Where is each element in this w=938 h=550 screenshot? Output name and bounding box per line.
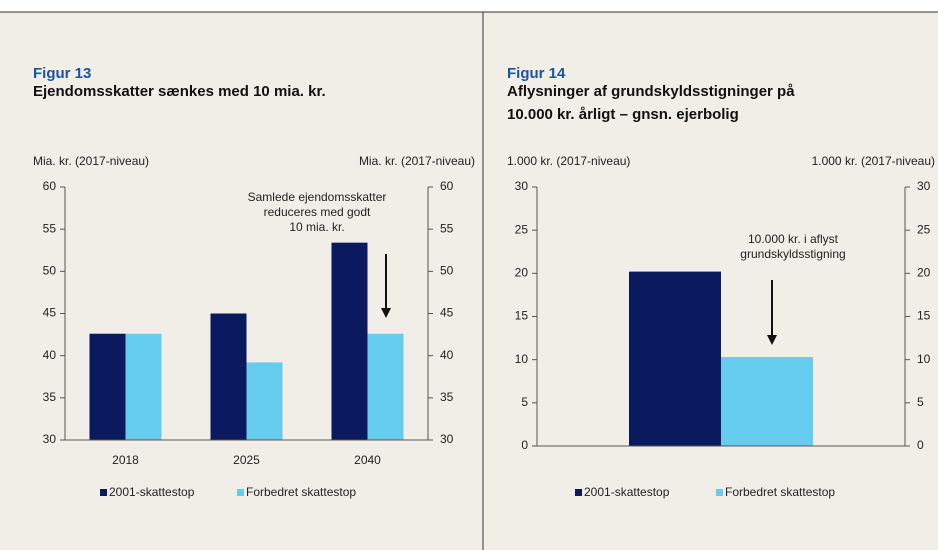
chart-title: 10.000 kr. årligt – gnsn. ejerbolig xyxy=(507,106,739,123)
bar xyxy=(721,357,813,446)
y-tick-label: 0 xyxy=(521,438,528,452)
y2-tick-label: 45 xyxy=(440,306,454,320)
chart-title: Aflysninger af grundskyldsstigninger på xyxy=(507,83,795,100)
bar xyxy=(629,271,721,446)
legend-label: Forbedret skattestop xyxy=(246,485,356,499)
y2-tick-label: 5 xyxy=(917,395,924,409)
legend-label: Forbedret skattestop xyxy=(725,485,835,499)
y2-axis-label: Mia. kr. (2017-niveau) xyxy=(359,154,475,168)
y2-tick-label: 25 xyxy=(917,222,931,236)
x-tick-label: 2018 xyxy=(112,453,139,467)
legend-swatch xyxy=(237,489,244,496)
bar xyxy=(331,242,368,440)
bar xyxy=(367,333,404,440)
y-tick-label: 30 xyxy=(515,179,529,193)
y-tick-label: 25 xyxy=(515,222,529,236)
chart-title: Ejendomsskatter sænkes med 10 mia. kr. xyxy=(33,83,326,100)
figure-label: Figur 13 xyxy=(33,65,91,82)
y2-tick-label: 30 xyxy=(440,432,454,446)
y2-tick-label: 50 xyxy=(440,264,454,278)
y2-tick-label: 35 xyxy=(440,390,454,404)
y-axis-label: 1.000 kr. (2017-niveau) xyxy=(507,154,630,168)
y2-tick-label: 30 xyxy=(917,179,931,193)
legend-label: 2001-skattestop xyxy=(584,485,670,499)
y-tick-label: 40 xyxy=(43,348,57,362)
y2-axis-label: 1.000 kr. (2017-niveau) xyxy=(812,154,935,168)
bar xyxy=(89,333,126,440)
y-tick-label: 50 xyxy=(43,264,57,278)
y-tick-label: 30 xyxy=(43,432,57,446)
y-tick-label: 55 xyxy=(43,221,57,235)
y2-tick-label: 0 xyxy=(917,438,924,452)
y-axis-label: Mia. kr. (2017-niveau) xyxy=(33,154,149,168)
y-tick-label: 20 xyxy=(515,266,529,280)
legend-swatch xyxy=(716,489,723,496)
bar xyxy=(210,313,247,440)
bar xyxy=(125,333,162,440)
arrow-head xyxy=(381,308,391,318)
y-tick-label: 10 xyxy=(515,352,529,366)
y2-tick-label: 40 xyxy=(440,348,454,362)
y2-tick-label: 20 xyxy=(917,266,931,280)
y2-tick-label: 55 xyxy=(440,221,454,235)
y2-tick-label: 15 xyxy=(917,309,931,323)
legend-swatch xyxy=(100,489,107,496)
background xyxy=(0,12,938,550)
annotation: 10 mia. kr. xyxy=(289,220,344,234)
y-tick-label: 60 xyxy=(43,179,57,193)
arrow-head xyxy=(767,335,777,345)
y2-tick-label: 10 xyxy=(917,352,931,366)
legend-swatch xyxy=(575,489,582,496)
y-tick-label: 5 xyxy=(521,395,528,409)
annotation: reduceres med godt xyxy=(264,205,371,219)
annotation: 10.000 kr. i aflyst xyxy=(748,232,839,246)
y-tick-label: 45 xyxy=(43,306,57,320)
figure-label: Figur 14 xyxy=(507,65,566,82)
annotation: grundskyldsstigning xyxy=(740,247,845,261)
legend-label: 2001-skattestop xyxy=(109,485,195,499)
y-tick-label: 15 xyxy=(515,309,529,323)
x-tick-label: 2040 xyxy=(354,453,381,467)
bar xyxy=(246,362,283,440)
annotation: Samlede ejendomsskatter xyxy=(248,190,387,204)
x-tick-label: 2025 xyxy=(233,453,260,467)
y2-tick-label: 60 xyxy=(440,179,454,193)
y-tick-label: 35 xyxy=(43,390,57,404)
